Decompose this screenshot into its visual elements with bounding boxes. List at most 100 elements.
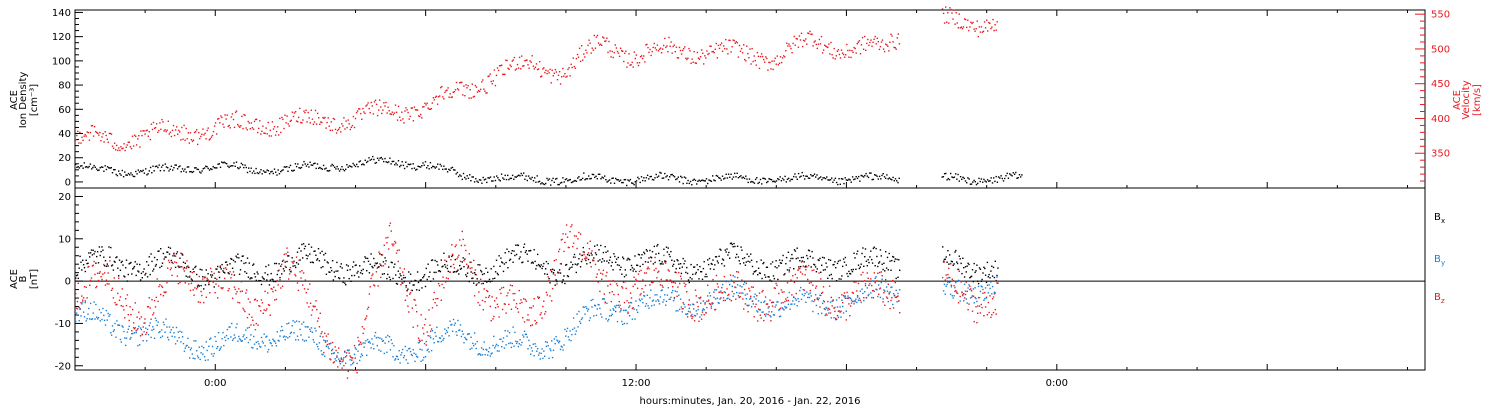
velocity-point-204: [289, 120, 291, 122]
density-point-294: [435, 166, 438, 168]
bx-point-399: [424, 285, 427, 288]
bx-point-306: [343, 277, 345, 279]
density-point-132: [237, 167, 239, 169]
density-point-167: [280, 170, 282, 173]
density-point-397: [562, 177, 564, 179]
by-point-582: [585, 306, 587, 308]
density-point-55: [142, 169, 144, 172]
bz-point-288: [327, 333, 329, 335]
by-point-347: [379, 337, 381, 339]
by-point-9: [82, 311, 85, 313]
density-point-449: [626, 184, 628, 187]
density-point-698: [973, 179, 975, 182]
velocity-point-807: [966, 26, 968, 29]
velocity-point-805: [963, 18, 966, 20]
by-point-365: [395, 358, 397, 360]
bz-point-544: [551, 287, 554, 290]
by-point-421: [444, 328, 446, 330]
density-point-700: [975, 183, 978, 186]
density-point-399: [564, 178, 567, 181]
density-point-63: [152, 165, 154, 167]
density-point-429: [601, 176, 603, 178]
by-point-721: [707, 295, 709, 297]
by-point-692: [681, 311, 683, 313]
bz-point-279: [319, 312, 321, 314]
bx-point-424: [446, 267, 449, 270]
bx-point-416: [439, 270, 442, 273]
bz-point-556: [562, 233, 564, 235]
bx-point-196: [246, 257, 249, 259]
density-point-704: [980, 178, 983, 180]
by-point-825: [798, 300, 800, 303]
bx-point-298: [336, 261, 338, 264]
density-point-235: [363, 164, 365, 166]
by-point-266: [308, 336, 310, 338]
bz-point-943: [943, 261, 946, 263]
by-point-371: [400, 354, 402, 356]
bx-point-425: [447, 270, 449, 273]
by-point-449: [468, 333, 470, 335]
bz-point-181: [233, 286, 236, 288]
bz-point-69: [135, 330, 137, 332]
density-point-270: [406, 165, 408, 168]
bz-point-363: [393, 243, 395, 245]
bx-point-119: [179, 257, 181, 259]
velocity-point-326: [417, 115, 420, 117]
bz-point-114: [174, 255, 177, 257]
bx-point-821: [794, 250, 797, 252]
density-point-52: [138, 171, 141, 173]
density-point-384: [546, 177, 548, 180]
by-point-855: [824, 314, 826, 317]
density-point-346: [499, 180, 501, 182]
velocity-point-673: [783, 55, 785, 57]
bx-point-459: [477, 264, 479, 266]
bx-point-808: [783, 274, 785, 276]
by-point-665: [658, 300, 660, 302]
bx-point-398: [423, 274, 426, 276]
by-point-184: [236, 323, 238, 325]
by-point-553: [559, 348, 562, 351]
density-point-695: [969, 183, 972, 185]
by-point-38: [108, 315, 110, 317]
bx-point-688: [678, 263, 680, 265]
by-point-181: [233, 334, 236, 336]
bx-point-414: [437, 270, 440, 272]
by-point-973: [970, 297, 972, 299]
density-point-190: [308, 166, 310, 168]
density-point-712: [990, 177, 992, 179]
bz-point-737: [721, 287, 723, 289]
bx-point-466: [483, 273, 485, 275]
bz-point-510: [522, 317, 524, 319]
bx-point-350: [381, 273, 384, 275]
by-point-258: [301, 323, 303, 325]
velocity-point-55: [132, 145, 135, 147]
velocity-point-644: [752, 60, 754, 63]
by-point-49: [118, 324, 120, 326]
bz-point-213: [261, 302, 264, 304]
bx-point-860: [828, 274, 831, 277]
bx-point-642: [637, 253, 640, 256]
by-point-766: [746, 293, 748, 295]
density-point-557: [758, 181, 760, 184]
velocity-point-769: [883, 50, 886, 53]
velocity-point-522: [624, 52, 626, 54]
bz-point-297: [335, 349, 337, 352]
velocity-point-127: [208, 139, 210, 141]
bz-point-178: [231, 273, 233, 276]
density-point-325: [473, 181, 476, 183]
by-point-397: [423, 356, 425, 359]
bz-point-777: [756, 295, 758, 297]
by-point-951: [950, 286, 953, 288]
velocity-point-157: [240, 125, 242, 127]
velocity-point-241: [328, 125, 330, 127]
velocity-point-557: [660, 52, 663, 54]
density-point-729: [1011, 175, 1013, 177]
bx-point-727: [712, 259, 714, 261]
by-point-361: [391, 342, 393, 345]
bz-point-354: [385, 237, 387, 239]
bx-point-58: [125, 259, 128, 261]
by-point-598: [599, 307, 601, 310]
by-point-609: [608, 315, 611, 317]
bx-point-445: [465, 274, 467, 276]
density-point-584: [791, 178, 794, 181]
